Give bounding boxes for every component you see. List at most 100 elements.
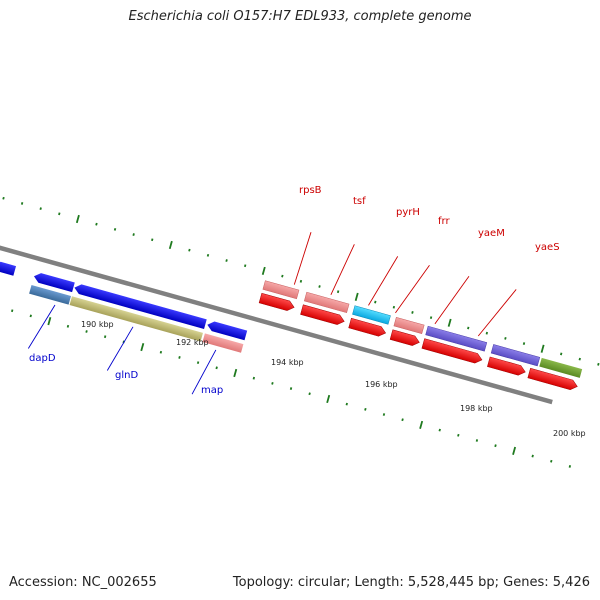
kbp-label-194: 194 kbp bbox=[271, 358, 304, 367]
ruler-minor-tick bbox=[132, 233, 135, 236]
ruler-minor-tick bbox=[374, 300, 377, 304]
gene-arrow-rpsB bbox=[258, 292, 295, 311]
gene-arrow-pyrH bbox=[348, 317, 387, 337]
ruler-minor-tick bbox=[178, 356, 181, 359]
ruler-minor-tick bbox=[392, 305, 396, 309]
gene-block-next bbox=[539, 357, 583, 378]
label-leader-rpsB bbox=[293, 232, 312, 285]
ruler-minor-tick bbox=[29, 314, 32, 318]
gene-label-rpsB: rpsB bbox=[299, 185, 322, 196]
ruler-minor-tick bbox=[457, 433, 460, 437]
kbp-label-196: 196 kbp bbox=[365, 380, 398, 389]
ruler-minor-tick bbox=[206, 253, 210, 257]
ruler-minor-tick bbox=[336, 290, 340, 294]
gene-block-dapD bbox=[29, 284, 72, 305]
ruler-minor-tick bbox=[2, 196, 5, 200]
gene-label-frr: frr bbox=[438, 216, 450, 227]
gene-block-frr bbox=[393, 316, 425, 335]
ruler-major-tick bbox=[512, 446, 517, 455]
ruler-minor-tick bbox=[103, 335, 107, 339]
ruler-minor-tick bbox=[494, 444, 497, 448]
gene-block-pyrH bbox=[352, 305, 391, 325]
ruler-major-tick bbox=[326, 394, 331, 404]
ruler-major-tick bbox=[419, 420, 424, 430]
ruler-minor-tick bbox=[39, 207, 42, 211]
gene-label-yaeM: yaeM bbox=[478, 228, 505, 239]
ruler-minor-tick bbox=[281, 274, 284, 278]
ruler-minor-tick bbox=[215, 366, 218, 370]
gene-arrow-map bbox=[207, 321, 248, 341]
gene-arrow-small bbox=[0, 261, 17, 276]
gene-arrow-yaeS bbox=[487, 356, 526, 376]
ruler-minor-tick bbox=[225, 259, 228, 262]
kbp-label-198: 198 kbp bbox=[460, 404, 493, 413]
gene-label-yaeS: yaeS bbox=[535, 242, 560, 253]
ruler-minor-tick bbox=[66, 324, 70, 328]
ruler-minor-tick bbox=[308, 392, 311, 396]
ruler-minor-tick bbox=[85, 330, 88, 333]
ruler-major-tick bbox=[140, 342, 145, 352]
ruler-minor-tick bbox=[429, 316, 433, 320]
ruler-major-tick bbox=[261, 266, 266, 276]
gene-arrow-next bbox=[527, 367, 578, 390]
ruler-minor-tick bbox=[559, 352, 563, 356]
ruler-minor-tick bbox=[597, 362, 600, 366]
kbp-label-200: 200 kbp bbox=[553, 429, 586, 438]
label-leader-tsf bbox=[330, 244, 355, 296]
genome-summary-text: Topology: circular; Length: 5,528,445 bp… bbox=[232, 575, 590, 590]
label-leader-map bbox=[191, 349, 217, 395]
label-leader-dapD bbox=[27, 304, 56, 349]
ruler-minor-tick bbox=[159, 350, 163, 354]
gene-label-dapD: dapD bbox=[29, 353, 56, 364]
gene-block-yaeS bbox=[490, 344, 541, 367]
ruler-minor-tick bbox=[20, 202, 24, 205]
ruler-major-tick bbox=[168, 240, 173, 250]
label-leader-yaeS bbox=[477, 289, 517, 337]
inner-ruler-dots bbox=[10, 309, 572, 468]
label-leader-pyrH bbox=[368, 256, 399, 306]
gene-arrow-tsf bbox=[300, 304, 345, 325]
ruler-minor-tick bbox=[58, 212, 61, 216]
ruler-minor-tick bbox=[550, 459, 553, 463]
ruler-minor-tick bbox=[522, 342, 526, 345]
genome-title: Escherichia coli O157:H7 EDL933, complet… bbox=[128, 9, 472, 24]
outer-ruler-dots bbox=[2, 196, 600, 366]
gene-block-glnD bbox=[69, 296, 203, 342]
gene-arrow-frr bbox=[389, 329, 420, 346]
ruler-minor-tick bbox=[467, 326, 470, 330]
ruler-minor-tick bbox=[475, 439, 479, 442]
ruler-minor-tick bbox=[568, 465, 572, 468]
ruler-minor-tick bbox=[196, 361, 200, 365]
ruler-minor-tick bbox=[438, 428, 441, 432]
ruler-minor-tick bbox=[243, 264, 247, 268]
ruler-major-tick bbox=[47, 317, 52, 326]
ruler-minor-tick bbox=[299, 279, 303, 283]
ruler-major-tick bbox=[540, 344, 545, 353]
gene-arrow-glnD bbox=[74, 284, 207, 329]
ruler-minor-tick bbox=[188, 248, 191, 252]
ruler-minor-tick bbox=[345, 402, 348, 406]
kbp-label-192: 192 kbp bbox=[176, 338, 209, 347]
kbp-label-190: 190 kbp bbox=[81, 320, 114, 329]
gene-block-map bbox=[202, 333, 244, 353]
gene-label-map: map bbox=[201, 385, 223, 396]
ruler-minor-tick bbox=[271, 381, 274, 385]
ruler-minor-tick bbox=[401, 418, 404, 422]
accession-text: Accession: NC_002655 bbox=[9, 575, 157, 590]
label-leader-glnD bbox=[106, 326, 134, 371]
ruler-minor-tick bbox=[382, 413, 386, 416]
ruler-major-tick bbox=[447, 318, 452, 327]
ruler-minor-tick bbox=[289, 387, 293, 390]
gene-label-glnD: glnD bbox=[115, 370, 138, 381]
label-leader-frr bbox=[395, 265, 430, 314]
ruler-minor-tick bbox=[578, 357, 581, 361]
ruler-minor-tick bbox=[318, 285, 321, 288]
ruler-minor-tick bbox=[151, 238, 154, 242]
ruler-minor-tick bbox=[504, 336, 507, 340]
ruler-minor-tick bbox=[364, 407, 367, 411]
gene-label-pyrH: pyrH bbox=[396, 207, 420, 218]
gene-label-tsf: tsf bbox=[353, 196, 366, 207]
genome-backbone bbox=[0, 206, 553, 405]
ruler-minor-tick bbox=[411, 311, 414, 314]
